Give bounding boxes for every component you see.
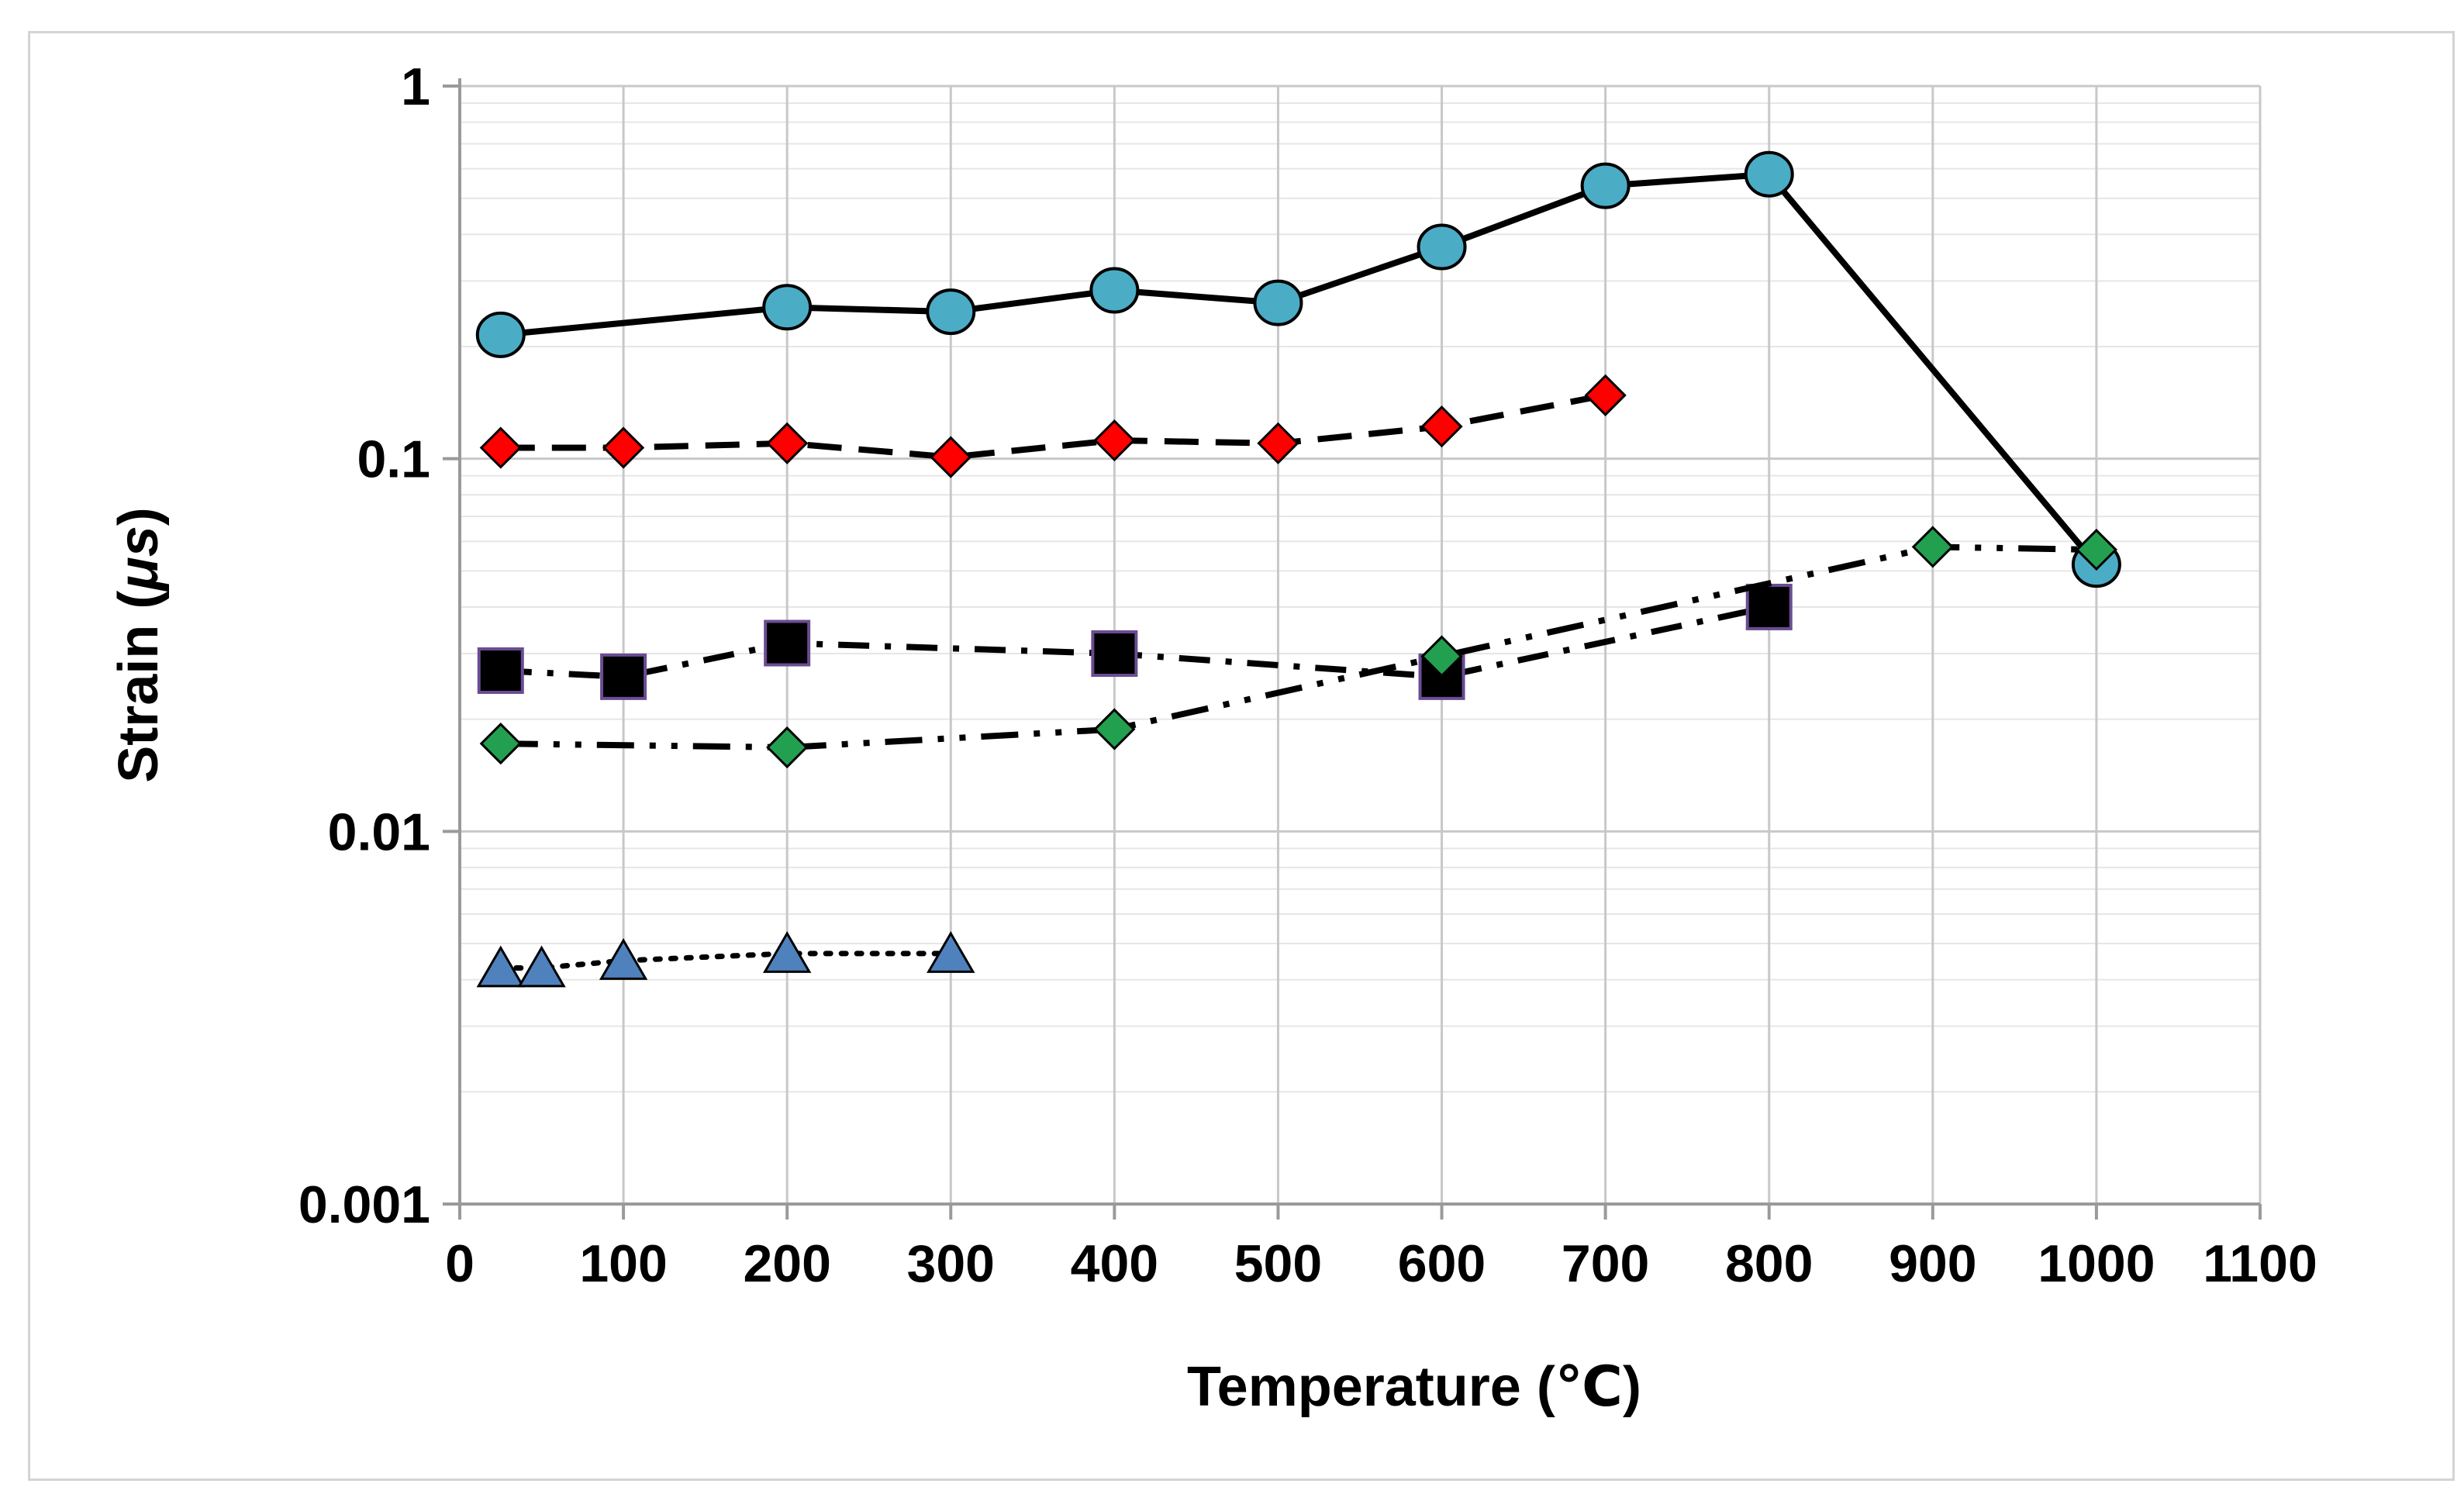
y-axis-title-suffix: ): [108, 507, 170, 526]
series-black-squares-dashdot: [477, 583, 1793, 700]
data-point-triangle: [476, 945, 525, 988]
data-point-diamond: [1093, 419, 1136, 462]
data-point-diamond: [766, 726, 809, 769]
data-point-diamond: [2075, 528, 2118, 571]
data-point-diamond: [1257, 422, 1299, 464]
series-line: [500, 392, 1606, 461]
x-tick-label: 600: [1398, 1234, 1486, 1293]
x-tick-label: 800: [1725, 1234, 1813, 1293]
x-tick-label: 700: [1562, 1234, 1649, 1293]
data-point-square: [764, 619, 811, 667]
data-point-circle: [1744, 150, 1794, 198]
strain-temperature-chart: 0 100 200 300 400 500 600 700 800 900 1000 1100 0.0…: [108, 57, 2317, 1418]
series-line: [500, 171, 2099, 567]
x-axis-title: Temperature (℃): [1187, 1356, 1641, 1418]
x-tick-label: 500: [1234, 1234, 1322, 1293]
series-circles-solid: [475, 150, 2121, 588]
x-tick-label: 1000: [2038, 1234, 2155, 1293]
series-blue-triangles-dotted: [476, 930, 975, 988]
data-point-diamond: [479, 723, 522, 765]
data-point-diamond: [1093, 708, 1136, 750]
x-tick-label: 1100: [2203, 1234, 2317, 1293]
series-red-diamonds-dashed: [479, 374, 1627, 478]
data-point-square: [477, 647, 524, 694]
data-point-triangle: [927, 930, 975, 973]
data-point-diamond: [602, 426, 645, 469]
data-point-diamond: [1911, 526, 1954, 568]
y-axis-title: Strain (μs): [108, 507, 170, 782]
grid: [458, 85, 2262, 1206]
data-point-diamond: [766, 422, 809, 464]
axes: [443, 78, 2262, 1220]
chart-frame: 0 100 200 300 400 500 600 700 800 900 1000 1100 0.0…: [28, 31, 2455, 1481]
x-tick-label: 900: [1889, 1234, 1976, 1293]
series-green-diamonds-dashdotdot: [479, 526, 2118, 769]
data-point-diamond: [479, 426, 522, 469]
data-point-circle: [475, 311, 526, 358]
x-tick-label: 200: [743, 1234, 830, 1293]
data-point-circle: [1580, 162, 1631, 209]
data-point-circle: [1089, 267, 1140, 314]
data-point-circle: [926, 288, 976, 336]
y-axis-title-prefix: Strain (: [108, 591, 170, 783]
series-line: [498, 951, 954, 971]
data-point-diamond: [1420, 635, 1463, 678]
data-point-circle: [1253, 279, 1303, 326]
x-tick-label: 100: [579, 1234, 667, 1293]
y-tick-label: 0.01: [328, 802, 430, 861]
data-point-square: [1745, 583, 1793, 630]
y-axis-title-symbol: μs: [108, 526, 170, 592]
data-point-circle: [762, 284, 813, 331]
y-tick-label: 0.001: [299, 1175, 430, 1234]
data-point-square: [600, 653, 647, 700]
x-tick-label: 300: [907, 1234, 995, 1293]
series-line: [500, 543, 2096, 750]
data-point-triangle: [599, 938, 648, 980]
x-tick-labels: 0 100 200 300 400 500 600 700 800 900 1000 1100: [445, 1234, 2317, 1293]
series: [475, 150, 2121, 988]
data-point-square: [1091, 630, 1138, 677]
y-tick-label: 0.1: [357, 430, 430, 489]
y-tick-label: 1: [401, 57, 430, 116]
data-point-circle: [1417, 223, 1467, 271]
data-point-triangle: [762, 930, 812, 973]
data-point-triangle: [517, 945, 566, 988]
x-tick-label: 400: [1071, 1234, 1158, 1293]
data-point-diamond: [930, 436, 972, 478]
y-tick-labels: 0.001 0.01 0.1 1: [299, 57, 430, 1234]
data-point-diamond: [1420, 405, 1463, 448]
x-tick-label: 0: [445, 1234, 475, 1293]
data-point-diamond: [1584, 374, 1627, 416]
